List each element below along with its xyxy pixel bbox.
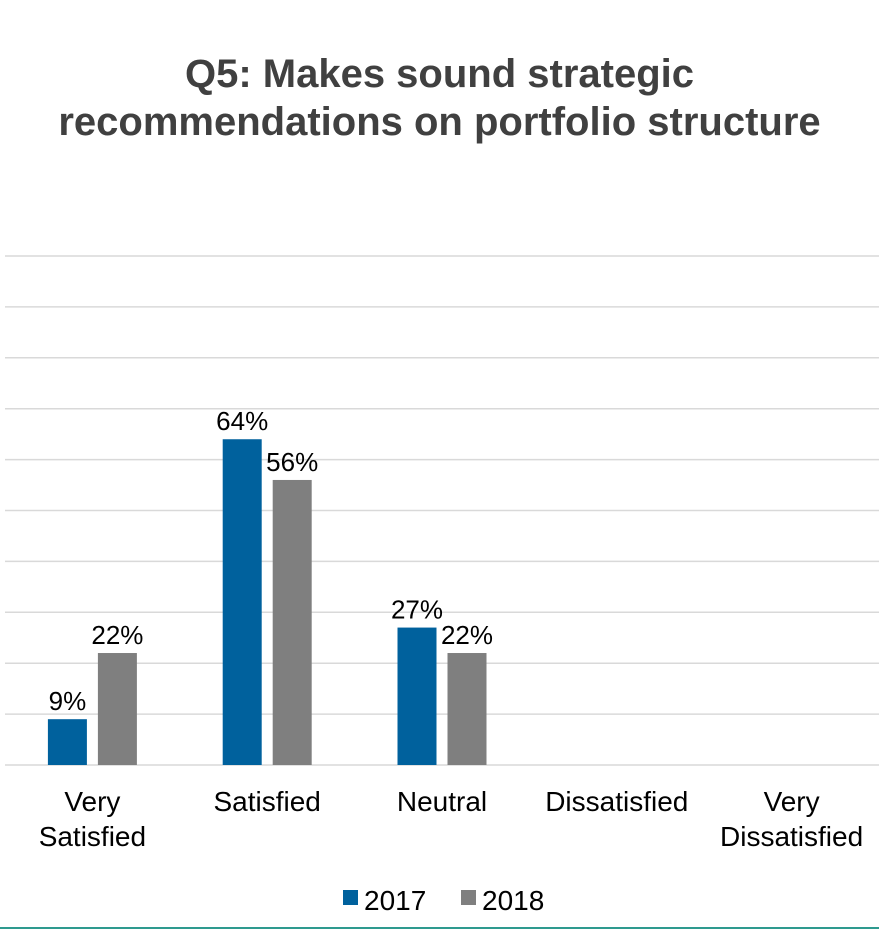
category-label-line: Dissatisfied	[545, 786, 688, 817]
legend-swatch-2018	[461, 890, 476, 905]
bar-2018-1	[272, 479, 312, 765]
data-label-2018-2: 22%	[441, 620, 493, 650]
chart-title: Q5: Makes sound strategic recommendation…	[0, 50, 879, 146]
legend-label-2017: 2017	[364, 885, 426, 916]
chart-title-line-1: Q5: Makes sound strategic	[184, 52, 695, 96]
category-label-3: Dissatisfied	[545, 786, 688, 817]
category-label-line: Very	[64, 786, 120, 817]
category-label-line: Satisfied	[39, 821, 146, 852]
category-label-0: Very Satisfied	[39, 786, 146, 852]
category-label-2: Neutral	[397, 786, 487, 817]
data-label-2017-2: 27%	[391, 595, 443, 625]
bar-2018-2	[447, 653, 487, 765]
category-label-1: Satisfied	[213, 786, 320, 817]
bar-2017-2	[397, 627, 437, 765]
legend: 2017 2018	[343, 885, 544, 916]
category-label-4: Very Dissatisfied	[720, 786, 863, 852]
bottom-divider	[0, 927, 879, 929]
bar-2017-1	[222, 439, 262, 765]
category-label-line: Dissatisfied	[720, 821, 863, 852]
category-label-line: Neutral	[397, 786, 487, 817]
chart-title-line-2: recommendations on portfolio structure	[58, 100, 821, 144]
data-label-2017-1: 64%	[216, 406, 268, 436]
category-label-line: Satisfied	[213, 786, 320, 817]
bar-2018-0	[97, 653, 137, 765]
bar-2017-0	[47, 719, 87, 765]
legend-swatch-2017	[343, 890, 358, 905]
category-label-line: Very	[764, 786, 820, 817]
data-label-2018-0: 22%	[91, 620, 143, 650]
legend-label-2018: 2018	[482, 885, 544, 916]
data-label-2018-1: 56%	[266, 447, 318, 477]
gridlines	[5, 255, 879, 715]
data-label-2017-0: 9%	[49, 686, 87, 716]
